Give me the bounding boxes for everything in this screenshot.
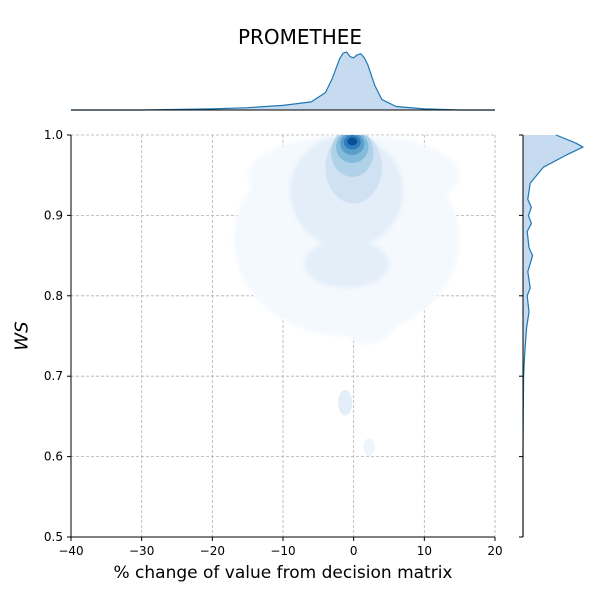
kde-density-contours — [233, 135, 460, 456]
y-tick-label: 0.7 — [44, 369, 63, 383]
marginal-y-density — [519, 134, 584, 538]
x-tick-label: −20 — [200, 544, 225, 558]
x-tick-label: 20 — [487, 544, 502, 558]
marginal-y-curve — [522, 134, 584, 537]
x-axis-ticks: −40 −30 −20 −10 0 10 20 — [58, 537, 503, 558]
x-tick-label: −30 — [129, 544, 154, 558]
y-tick-label: 0.8 — [44, 289, 63, 303]
x-tick-label: 10 — [417, 544, 432, 558]
kde-outlier-contour — [363, 438, 375, 456]
kde-outlier-contour — [338, 389, 353, 416]
kde-contour — [304, 239, 389, 288]
chart-title: PROMETHEE — [237, 25, 363, 49]
marginal-x-fill — [71, 52, 495, 110]
marginal-x-curve — [71, 51, 495, 111]
y-tick-label: 0.6 — [44, 450, 63, 464]
kde-contour — [347, 137, 358, 146]
y-tick-label: 0.9 — [44, 208, 63, 222]
y-tick-label: 1.0 — [44, 128, 63, 142]
x-axis-label: % change of value from decision matrix — [113, 563, 453, 583]
y-axis-ticks: 0.5 0.6 0.7 0.8 0.9 1.0 — [44, 128, 71, 544]
x-tick-label: −10 — [270, 544, 295, 558]
kde-level-8 — [347, 137, 358, 146]
y-tick-label: 0.5 — [44, 530, 63, 544]
x-tick-label: 0 — [350, 544, 358, 558]
marginal-x-density — [71, 51, 495, 111]
x-tick-label: −40 — [58, 544, 83, 558]
marginal-y-fill — [523, 135, 583, 537]
